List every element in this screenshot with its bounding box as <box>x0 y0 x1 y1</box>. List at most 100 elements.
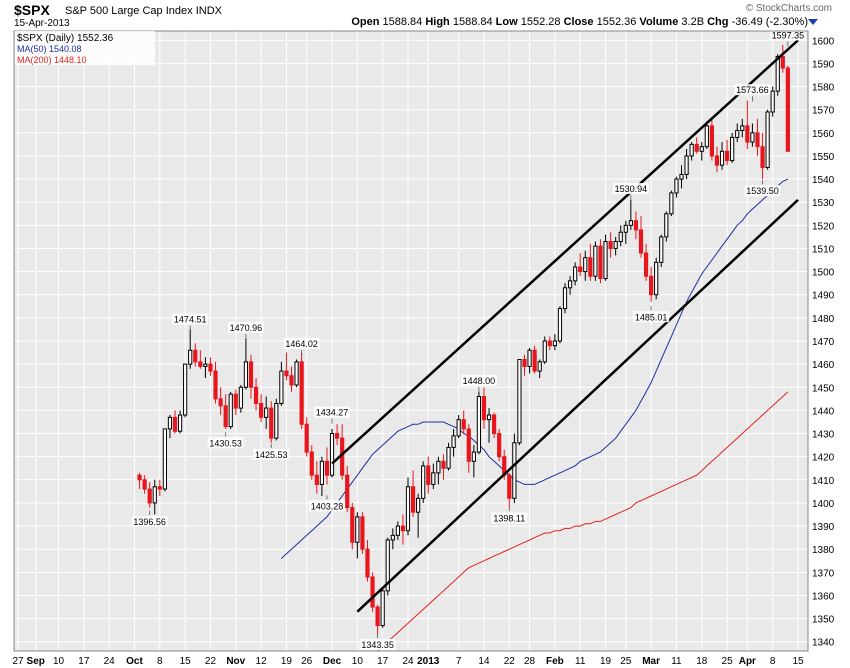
x-tick-label: 10 <box>352 656 364 667</box>
candle-body <box>137 474 142 481</box>
candle-body <box>466 428 471 462</box>
candle-body <box>446 446 451 469</box>
annotation-label: 1474.51 <box>174 315 207 325</box>
x-tick-label: 15 <box>792 656 804 667</box>
candle-body <box>350 507 355 543</box>
candle-body <box>279 370 284 404</box>
y-tick-label: 1510 <box>812 244 835 255</box>
candle-body <box>785 67 790 152</box>
volume-value: 3.2B <box>681 16 705 28</box>
x-tick-label: 22 <box>205 656 217 667</box>
y-tick-label: 1350 <box>812 615 835 626</box>
candle <box>172 410 178 434</box>
candle-body <box>370 576 375 608</box>
grid <box>14 31 808 651</box>
candle-body <box>522 359 527 367</box>
candle <box>755 118 760 156</box>
annotation-label: 1343.35 <box>361 640 394 650</box>
candle <box>542 336 547 365</box>
candle-body <box>390 534 395 541</box>
y-tick-label: 1420 <box>812 453 835 464</box>
candle-body <box>142 479 147 490</box>
candle-body <box>380 590 385 627</box>
candle-body <box>654 261 659 296</box>
candle <box>152 479 157 515</box>
candle <box>410 470 416 517</box>
candle-body <box>537 361 542 372</box>
price-annotation: 1425.53 <box>253 443 290 460</box>
candle-body <box>259 402 264 418</box>
annotation-bg <box>314 406 351 418</box>
candle-body <box>228 393 233 428</box>
y-tick-label: 1570 <box>812 106 835 117</box>
annotation-label: 1464.02 <box>285 339 318 349</box>
annotation-bg <box>359 638 396 650</box>
candle-body <box>324 460 330 476</box>
dropdown-arrow-icon[interactable] <box>808 19 818 25</box>
candle <box>699 142 704 161</box>
candle <box>436 456 441 485</box>
candle-body <box>689 143 694 157</box>
annotation-bg <box>734 84 771 96</box>
candle <box>608 232 613 258</box>
price-annotation: 1403.28 <box>308 495 345 512</box>
y-tick-label: 1500 <box>812 268 835 279</box>
y-tick-label: 1460 <box>812 360 835 371</box>
annotation-label: 1434.27 <box>316 408 349 418</box>
x-tick-label: 8 <box>157 656 163 667</box>
candle-body <box>724 150 730 162</box>
candle-body <box>436 460 441 474</box>
x-tick-label: 17 <box>78 656 90 667</box>
candle <box>198 350 203 369</box>
candle <box>451 428 456 457</box>
channel-lower-line <box>356 198 799 613</box>
candle <box>385 537 390 596</box>
candle-body <box>451 435 456 448</box>
candle <box>416 493 421 538</box>
candle <box>547 336 552 351</box>
candle <box>294 359 299 388</box>
y-tick-label: 1360 <box>812 591 835 602</box>
candle-body <box>274 402 279 439</box>
candle <box>471 445 476 478</box>
x-tick-label: Dec <box>323 656 342 667</box>
y-tick-label: 1440 <box>812 406 835 417</box>
candle <box>638 216 644 258</box>
candle <box>365 539 370 582</box>
candle-body <box>740 125 745 131</box>
candle <box>238 384 243 413</box>
annotation-bg <box>131 515 168 527</box>
candle-body <box>476 396 482 453</box>
legend-main: $SPX (Daily) 1552.36 <box>17 33 114 44</box>
annotation-label: 1425.53 <box>255 450 288 460</box>
candle <box>679 165 684 189</box>
x-tick-label: 19 <box>600 656 612 667</box>
candle-body <box>461 419 466 430</box>
candle-body <box>573 266 578 282</box>
candle <box>785 65 790 152</box>
chg-value: -36.49 (-2.30%) <box>731 16 808 28</box>
x-tick-label: 8 <box>770 656 776 667</box>
candle-body <box>385 539 390 592</box>
x-tick-label: 11 <box>575 656 586 667</box>
x-tick-label: Mar <box>642 656 660 667</box>
candle <box>481 387 487 429</box>
candle <box>730 132 735 163</box>
candle <box>497 428 502 462</box>
candle-body <box>177 414 183 432</box>
x-tick-label: Feb <box>546 656 564 667</box>
x-tick-label: 26 <box>301 656 313 667</box>
ma50-line <box>281 178 789 559</box>
candle <box>684 148 689 180</box>
y-tick-label: 1560 <box>812 129 835 140</box>
close-value: 1552.36 <box>596 16 637 28</box>
candle-body <box>709 125 714 157</box>
candle-body <box>334 433 340 439</box>
candle <box>649 266 654 302</box>
high-value: 1588.84 <box>452 16 493 28</box>
trend-channel <box>331 39 799 613</box>
candle-body <box>481 396 487 421</box>
candle <box>360 512 365 554</box>
x-tick-label: 25 <box>722 656 734 667</box>
candle-body <box>152 486 157 504</box>
